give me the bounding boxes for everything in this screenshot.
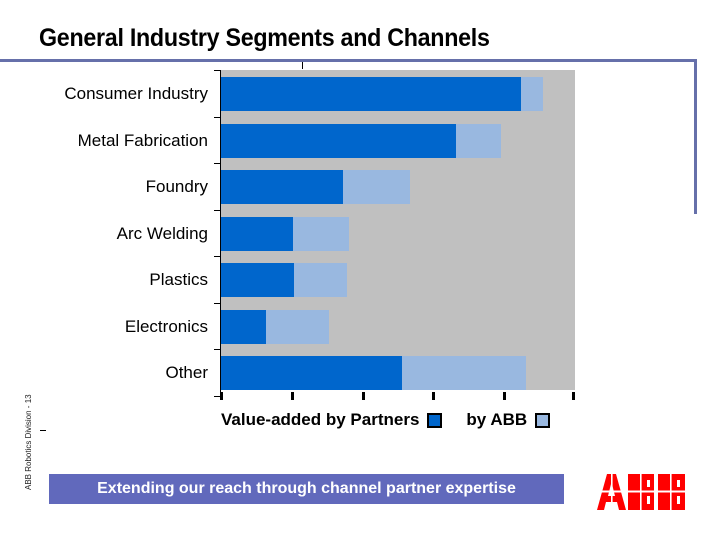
slide-title: General Industry Segments and Channels bbox=[39, 24, 490, 52]
bar-segment-abb bbox=[402, 356, 527, 390]
y-tick bbox=[214, 349, 221, 350]
tagline-banner: Extending our reach through channel part… bbox=[49, 474, 564, 504]
y-tick bbox=[214, 302, 221, 304]
bar-segment-abb bbox=[293, 263, 348, 297]
x-tick bbox=[432, 392, 436, 400]
bar-arc-welding bbox=[221, 216, 350, 251]
category-axis bbox=[220, 70, 221, 392]
legend-abb-swatch bbox=[535, 412, 551, 428]
x-tick bbox=[503, 392, 507, 400]
bar-segment-partners bbox=[221, 216, 294, 251]
bar-segment-partners bbox=[221, 77, 522, 111]
bar-segment-abb bbox=[456, 123, 501, 158]
y-tick bbox=[214, 70, 221, 71]
bar-other bbox=[221, 356, 527, 390]
abb-logo bbox=[597, 474, 685, 510]
legend-abb-label: by ABB bbox=[466, 410, 528, 429]
bar-segment-abb bbox=[293, 216, 350, 251]
bar-segment-partners bbox=[221, 309, 267, 344]
x-tick bbox=[290, 392, 294, 400]
bar-segment-partners bbox=[221, 170, 343, 204]
bar-consumer-industry bbox=[221, 77, 544, 111]
legend-partners-label: Value-added by Partners bbox=[221, 410, 420, 429]
tagline-text: Extending our reach through channel part… bbox=[97, 480, 516, 497]
category-label: Foundry bbox=[145, 177, 208, 196]
legend-partners-swatch bbox=[427, 412, 443, 428]
bar-foundry bbox=[221, 170, 411, 204]
axis-top-mark bbox=[302, 62, 303, 69]
bar-segment-abb bbox=[521, 77, 544, 111]
frame-top-rule bbox=[0, 59, 697, 62]
bar-metal-fabrication bbox=[221, 123, 501, 158]
x-tick bbox=[572, 392, 575, 400]
category-label: Metal Fabrication bbox=[77, 130, 208, 150]
category-label: Consumer Industry bbox=[64, 84, 208, 103]
category-label: Plastics bbox=[149, 270, 208, 289]
footer-dash bbox=[40, 430, 46, 431]
y-tick bbox=[214, 395, 221, 397]
frame-right-rule bbox=[694, 59, 697, 214]
bar-electronics bbox=[221, 309, 330, 344]
y-tick bbox=[214, 209, 221, 211]
bar-segment-abb bbox=[342, 170, 411, 204]
bar-segment-partners bbox=[221, 356, 403, 390]
category-label: Electronics bbox=[124, 316, 208, 336]
category-label: Other bbox=[165, 363, 208, 382]
y-tick bbox=[214, 163, 221, 164]
bar-plastics bbox=[221, 263, 348, 297]
footer-side-label: ABB Robotics Division - 13 bbox=[24, 394, 33, 490]
x-tick bbox=[220, 392, 223, 400]
chart-legend: Value-added by Partners by ABB bbox=[221, 410, 551, 430]
y-tick bbox=[214, 116, 221, 118]
y-tick bbox=[214, 256, 221, 257]
bar-segment-partners bbox=[221, 263, 294, 297]
bar-segment-partners bbox=[221, 123, 457, 158]
category-label: Arc Welding bbox=[116, 223, 208, 243]
x-tick bbox=[361, 392, 365, 400]
bar-segment-abb bbox=[266, 309, 330, 344]
